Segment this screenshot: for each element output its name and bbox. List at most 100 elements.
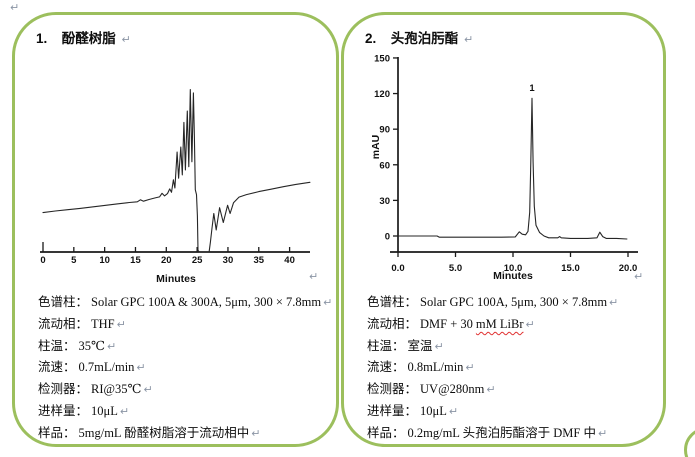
spec-label: 流动相： bbox=[367, 316, 418, 331]
spec-value: 0.2mg/mL 头孢泊肟酯溶于 DMF 中 bbox=[407, 425, 596, 440]
next-textbox-corner-fragment bbox=[684, 427, 695, 457]
spec-value: 室温 bbox=[407, 338, 433, 353]
spec-value: DMF + 30 bbox=[420, 316, 473, 331]
spec-value: UV@280nm bbox=[420, 382, 485, 397]
spec-row: 检测器： RI@35℃ ↵ bbox=[38, 379, 328, 401]
spec-label: 样品： bbox=[367, 425, 405, 440]
panel-title: 2. 头孢泊肟酯 ↵ bbox=[365, 27, 473, 47]
spec-row: 样品： 0.2mg/mL 头孢泊肟酯溶于 DMF 中 ↵ bbox=[367, 423, 655, 445]
svg-text:0: 0 bbox=[40, 255, 45, 266]
spec-value: THF bbox=[91, 316, 115, 331]
panel-title: 1. 酚醛树脂 ↵ bbox=[36, 27, 131, 47]
paragraph-mark: ↵ bbox=[121, 33, 131, 46]
svg-text:35: 35 bbox=[253, 255, 264, 266]
spec-row: 色谱柱： Solar GPC 100A & 300A, 5μm, 300 × 7.… bbox=[38, 292, 332, 314]
spec-label: 进样量： bbox=[367, 403, 418, 418]
spec-row: 柱温： 室温 ↵ bbox=[367, 336, 655, 358]
panel-title-text: 头孢泊肟酯 bbox=[390, 31, 459, 46]
svg-text:5: 5 bbox=[71, 255, 77, 266]
spec-value: 35℃ bbox=[78, 338, 105, 353]
spec-value: 5mg/mL 酚醛树脂溶于流动相中 bbox=[78, 425, 250, 440]
spec-label: 柱温： bbox=[367, 338, 405, 353]
paragraph-mark: ↵ bbox=[116, 317, 126, 331]
svg-text:60: 60 bbox=[379, 160, 390, 171]
spec-value: Solar GPC 100A, 5μm, 300 × 7.8mm bbox=[420, 295, 608, 309]
spec-value-spellchecked: mM LiBr bbox=[475, 316, 524, 331]
spec-label: 流速： bbox=[367, 360, 405, 375]
svg-text:Minutes: Minutes bbox=[156, 273, 196, 285]
svg-text:30: 30 bbox=[379, 196, 390, 207]
spec-value: 0.8mL/min bbox=[407, 360, 464, 375]
svg-text:150: 150 bbox=[374, 55, 390, 64]
spec-label: 检测器： bbox=[38, 382, 89, 397]
spec-label: 进样量： bbox=[38, 403, 89, 418]
spec-row: 流动相： DMF + 30 mM LiBr ↵ bbox=[367, 314, 655, 336]
svg-text:mAU: mAU bbox=[370, 135, 382, 160]
panel-cefpodoxime-proxetil: 2. 头孢泊肟酯 ↵ 0 30 60 90 120 150 0.0 5.0 10.0 15.0 20… bbox=[341, 12, 666, 447]
paragraph-mark: ↵ bbox=[597, 426, 608, 440]
spec-row: 进样量： 10μL ↵ bbox=[367, 401, 655, 423]
svg-text:Minutes: Minutes bbox=[493, 270, 533, 282]
spec-value: 0.7mL/min bbox=[78, 360, 135, 375]
svg-text:0: 0 bbox=[385, 232, 390, 243]
spec-row: 流动相： THF ↵ bbox=[38, 314, 328, 336]
panel-title-text: 酚醛树脂 bbox=[61, 31, 116, 46]
paragraph-mark: ↵ bbox=[136, 361, 146, 375]
panel-phenolic-resin: 1. 酚醛树脂 ↵ 0 5 10 15 20 25 30 35 40 Minutes ↵ 色谱柱：… bbox=[12, 12, 339, 447]
spec-list: 色谱柱： Solar GPC 100A & 300A, 5μm, 300 × 7.… bbox=[38, 292, 332, 445]
spec-value: RI@35℃ bbox=[91, 382, 142, 397]
paragraph-mark: ↵ bbox=[525, 317, 535, 331]
spec-row: 检测器： UV@280nm ↵ bbox=[367, 379, 655, 401]
spec-list: 色谱柱： Solar GPC 100A, 5μm, 300 × 7.8mm ↵ 流动相… bbox=[367, 292, 655, 445]
svg-text:20.0: 20.0 bbox=[619, 263, 638, 274]
svg-text:20: 20 bbox=[161, 255, 172, 266]
spec-label: 色谱柱： bbox=[38, 295, 89, 309]
paragraph-mark: ↵ bbox=[143, 383, 153, 397]
paragraph-mark: ↵ bbox=[251, 426, 261, 440]
paragraph-mark: ↵ bbox=[448, 404, 459, 418]
paragraph-mark: ↵ bbox=[10, 1, 20, 14]
spec-value: 10μL bbox=[420, 403, 447, 418]
spec-label: 检测器： bbox=[367, 382, 418, 397]
svg-text:90: 90 bbox=[379, 125, 390, 136]
paragraph-mark: ↵ bbox=[309, 270, 319, 283]
paragraph-mark: ↵ bbox=[609, 296, 619, 309]
svg-text:15: 15 bbox=[130, 255, 141, 266]
spec-label: 色谱柱： bbox=[367, 295, 418, 309]
paragraph-mark: ↵ bbox=[323, 296, 333, 309]
spec-row: 样品： 5mg/mL 酚醛树脂溶于流动相中 ↵ bbox=[38, 423, 328, 445]
svg-text:5.0: 5.0 bbox=[449, 263, 462, 274]
svg-text:120: 120 bbox=[374, 89, 390, 100]
paragraph-mark: ↵ bbox=[634, 270, 644, 283]
svg-text:1: 1 bbox=[529, 83, 535, 94]
panel-number: 1. bbox=[36, 31, 48, 46]
spec-label: 流速： bbox=[38, 360, 76, 375]
chromatogram-phenolic-resin: 0 5 10 15 20 25 30 35 40 Minutes bbox=[40, 89, 311, 285]
paragraph-mark: ↵ bbox=[465, 361, 475, 375]
svg-text:25: 25 bbox=[192, 255, 203, 266]
paragraph-mark: ↵ bbox=[119, 404, 130, 418]
svg-text:15.0: 15.0 bbox=[561, 263, 580, 274]
paragraph-mark: ↵ bbox=[486, 383, 496, 397]
spec-row: 柱温： 35℃ ↵ bbox=[38, 336, 328, 358]
spec-label: 样品： bbox=[38, 425, 76, 440]
paragraph-mark: ↵ bbox=[434, 339, 444, 353]
svg-text:30: 30 bbox=[223, 255, 234, 266]
spec-label: 柱温： bbox=[38, 338, 76, 353]
spec-row: 进样量： 10μL ↵ bbox=[38, 401, 328, 423]
spec-value: 10μL bbox=[91, 403, 118, 418]
paragraph-mark: ↵ bbox=[464, 33, 474, 46]
spec-row: 流速： 0.7mL/min ↵ bbox=[38, 357, 328, 379]
spec-row: 流速： 0.8mL/min ↵ bbox=[367, 357, 655, 379]
spec-row: 色谱柱： Solar GPC 100A, 5μm, 300 × 7.8mm ↵ bbox=[367, 292, 655, 314]
paragraph-mark: ↵ bbox=[107, 339, 117, 353]
spec-value: Solar GPC 100A & 300A, 5μm, 300 × 7.8mm bbox=[91, 295, 322, 309]
panel-number: 2. bbox=[365, 31, 377, 46]
svg-text:10: 10 bbox=[99, 255, 110, 266]
svg-text:10.0: 10.0 bbox=[504, 263, 523, 274]
svg-text:40: 40 bbox=[284, 255, 295, 266]
svg-text:0.0: 0.0 bbox=[391, 263, 404, 274]
spec-label: 流动相： bbox=[38, 316, 89, 331]
chromatogram-cefpodoxime: 0 30 60 90 120 150 0.0 5.0 10.0 15.0 20.0 mAU Minute… bbox=[370, 55, 638, 282]
